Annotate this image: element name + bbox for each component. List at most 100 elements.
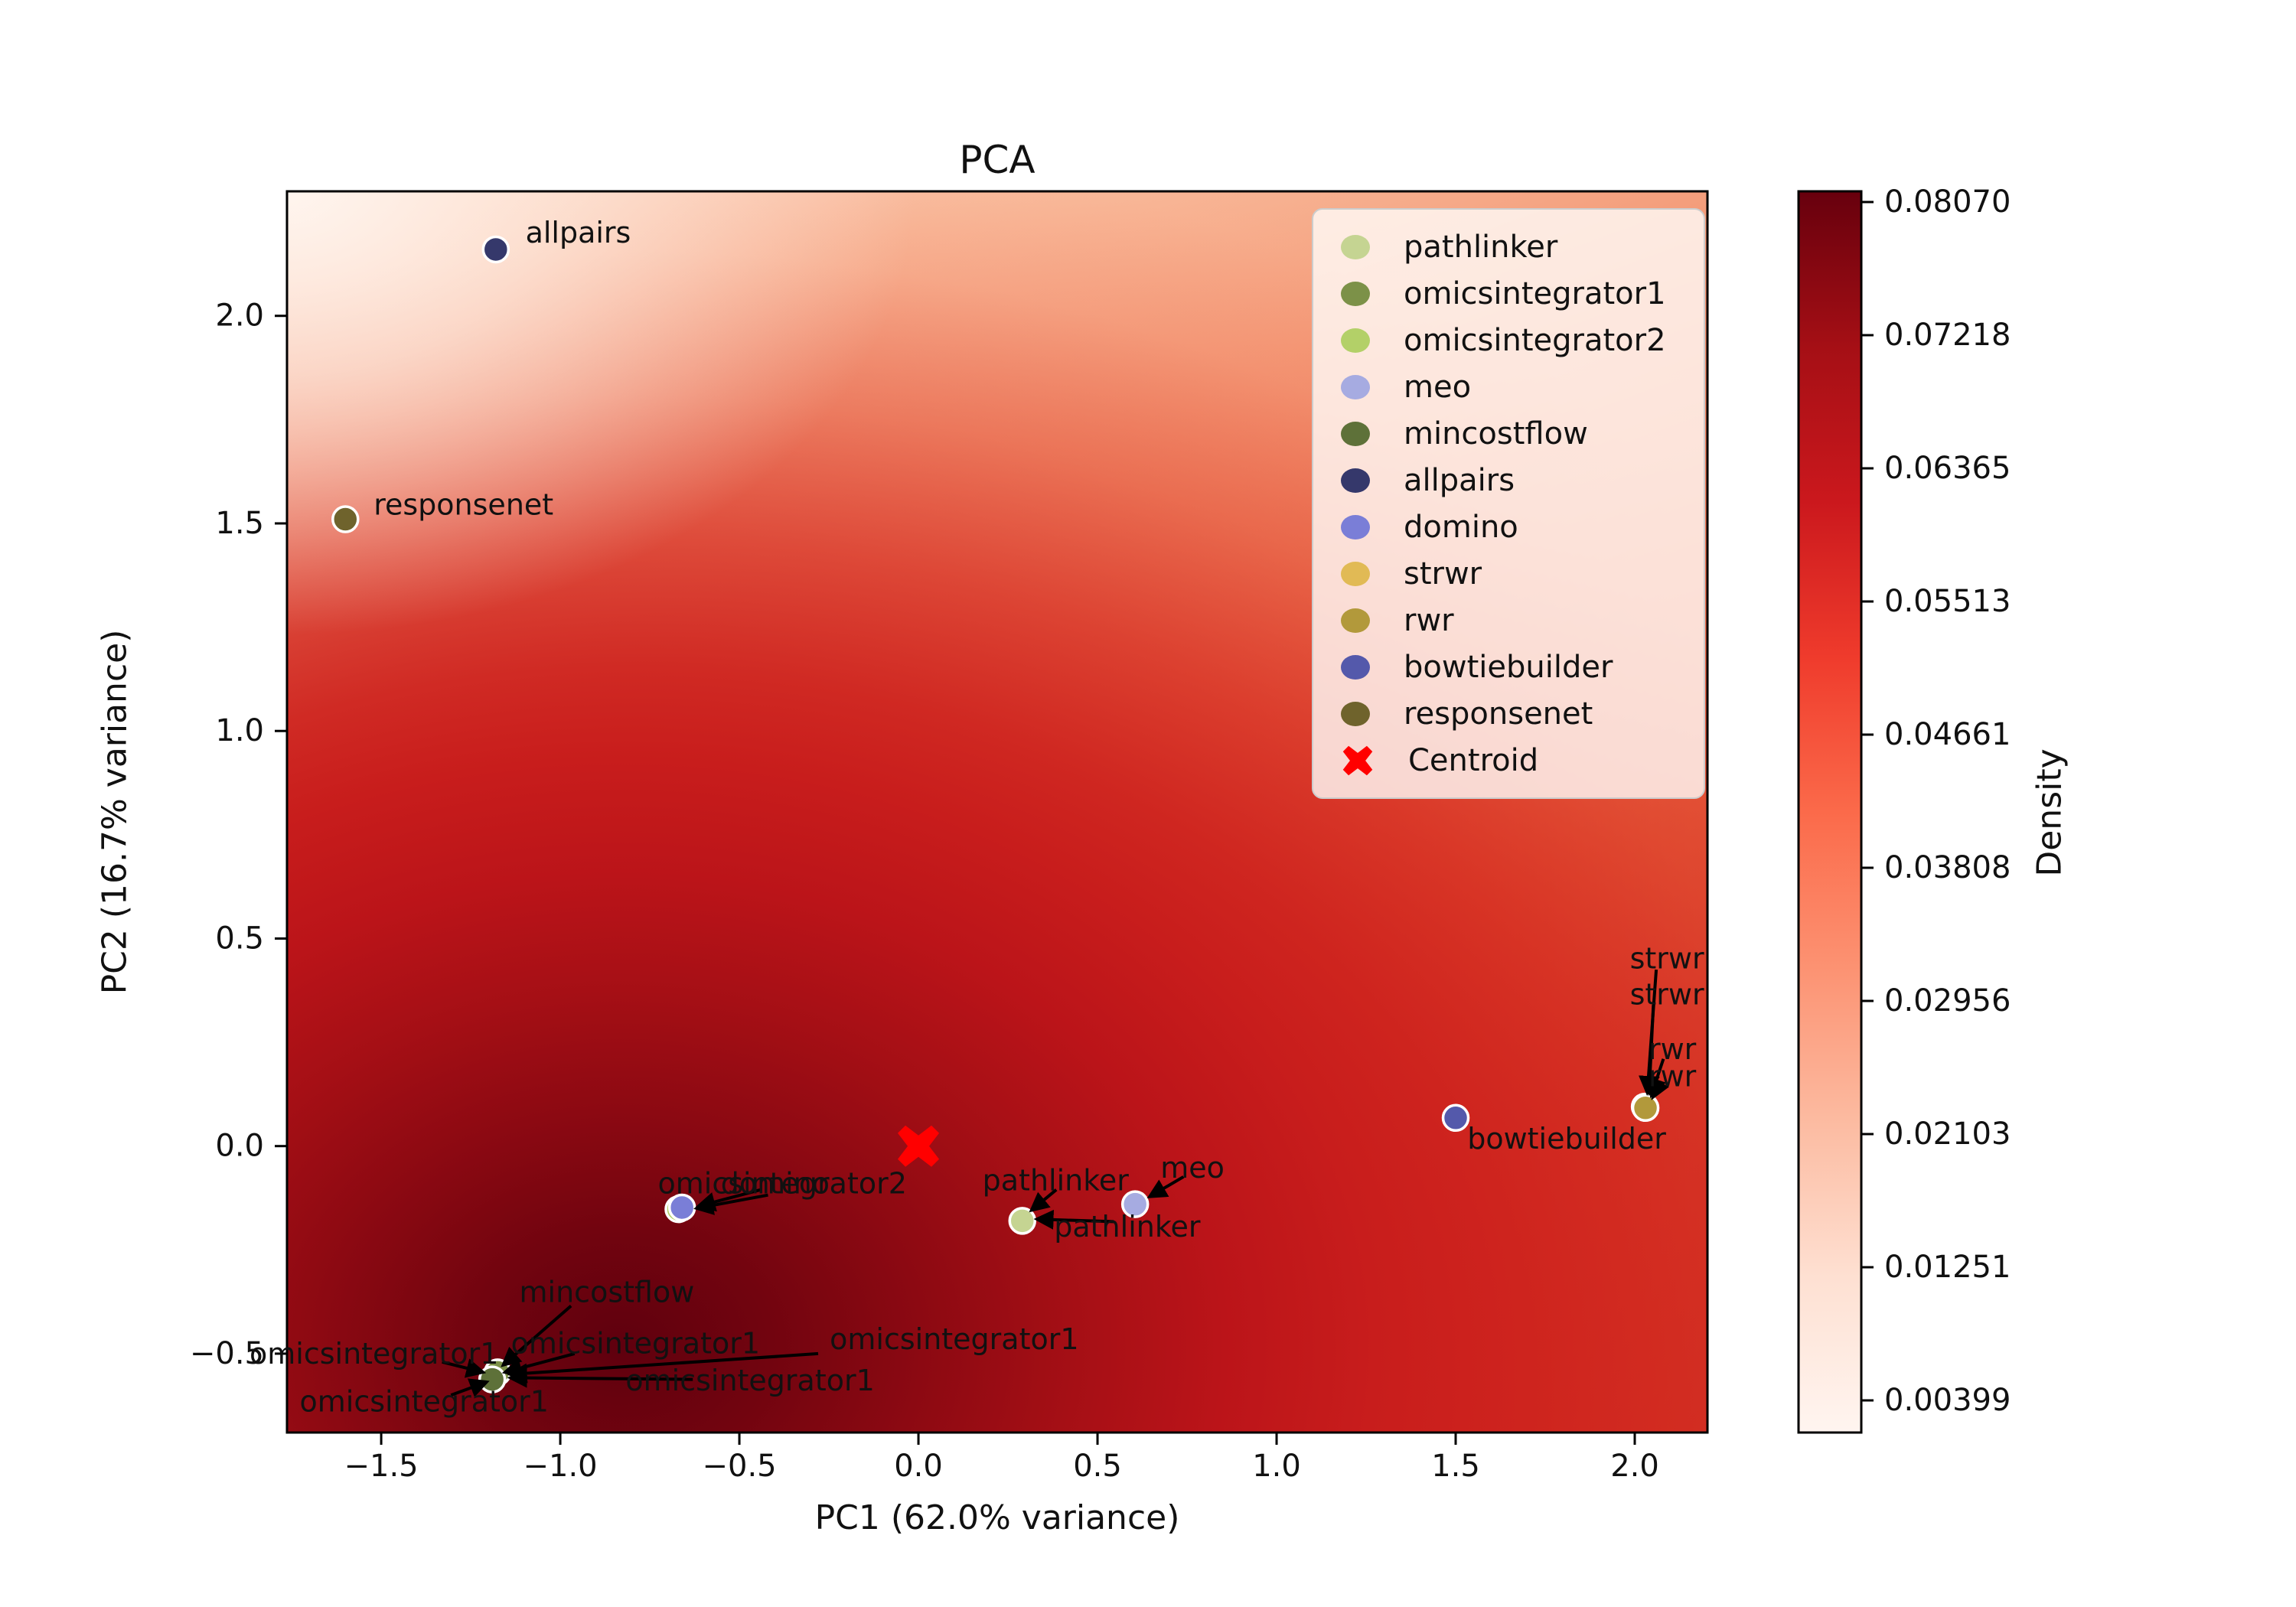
annotation-label: omicsintegrator1 bbox=[511, 1326, 760, 1360]
legend-marker-icon bbox=[1341, 328, 1370, 353]
x-tick-label: 2.0 bbox=[1610, 1449, 1659, 1484]
centroid-x-icon bbox=[1342, 745, 1373, 775]
x-tick-label: 1.5 bbox=[1431, 1449, 1480, 1484]
legend-item-bowtiebuilder: bowtiebuilder bbox=[1341, 646, 1704, 689]
annotation-arrow bbox=[1146, 1175, 1185, 1198]
legend-marker-icon bbox=[1341, 374, 1370, 399]
x-tick-label: −1.0 bbox=[523, 1449, 597, 1484]
legend-marker-icon bbox=[1341, 701, 1370, 726]
annotation-label: allpairs bbox=[526, 216, 631, 249]
annotation-label: rwr bbox=[1649, 1032, 1697, 1066]
legend-item-label: meo bbox=[1404, 369, 1472, 405]
legend-item-label: omicsintegrator2 bbox=[1404, 322, 1666, 358]
legend-marker-icon bbox=[1341, 608, 1370, 633]
colorbar-outline bbox=[1797, 190, 1863, 1434]
annotation-label: omicsintegrator1 bbox=[830, 1322, 1078, 1356]
legend-item-domino: domino bbox=[1341, 506, 1704, 549]
axes-layer: −1.5 −1.0 −0.5 0.0 0.5 1.0 1.5 2.0 −0.5 0.0 0.5 1.0… bbox=[190, 184, 2011, 1484]
annotation-arrow bbox=[450, 1378, 490, 1397]
legend-item-meo: meo bbox=[1341, 366, 1704, 409]
legend-item-label: bowtiebuilder bbox=[1404, 649, 1613, 685]
legend-item-label: strwr bbox=[1404, 556, 1482, 592]
colorbar-tick-label: 0.06365 bbox=[1884, 451, 2011, 486]
colorbar-tick-label: 0.03808 bbox=[1884, 850, 2011, 885]
plot-spines bbox=[285, 190, 1709, 1434]
annotation-arrow bbox=[1033, 1209, 1114, 1230]
legend-item-label: Centroid bbox=[1408, 742, 1539, 778]
point-meo bbox=[1120, 1190, 1150, 1218]
colorbar-tick-label: 0.08070 bbox=[1884, 184, 2011, 220]
annotation-label: omicsintegrator2 bbox=[658, 1167, 907, 1201]
annotation-arrow bbox=[1651, 1077, 1669, 1100]
legend: pathlinker omicsintegrator1 omicsintegrato… bbox=[1312, 208, 1705, 799]
legend-item-label: mincostflow bbox=[1404, 416, 1588, 451]
legend-marker-icon bbox=[1341, 281, 1370, 306]
legend-item-allpairs: allpairs bbox=[1341, 459, 1704, 502]
point-pathlinker bbox=[1008, 1207, 1037, 1235]
x-tick-label: −0.5 bbox=[702, 1449, 776, 1484]
annotation-arrow bbox=[501, 1305, 572, 1367]
point-responsenet bbox=[331, 505, 360, 533]
scatter-points-layer bbox=[331, 235, 1660, 1393]
annotation-label: mincostflow bbox=[520, 1276, 695, 1309]
colorbar-tick-label: 0.04661 bbox=[1884, 717, 2011, 752]
legend-item-responsenet: responsenet bbox=[1341, 693, 1704, 735]
annotation-arrow bbox=[1029, 1188, 1058, 1213]
x-tick-label: −1.5 bbox=[344, 1449, 419, 1484]
legend-marker-icon bbox=[1341, 514, 1370, 539]
colorbar-tick-label: 0.01251 bbox=[1884, 1250, 2011, 1285]
y-tick-label: 0.5 bbox=[215, 921, 264, 956]
centroid-marker bbox=[898, 1125, 940, 1167]
annotation-arrow bbox=[507, 1351, 819, 1384]
legend-marker-icon bbox=[1341, 561, 1370, 586]
colorbar-tick-label: 0.02956 bbox=[1884, 983, 2011, 1019]
legend-item-label: rwr bbox=[1404, 602, 1454, 638]
annotation-label: rwr bbox=[1649, 1060, 1697, 1094]
annotation-label: pathlinker bbox=[1054, 1210, 1201, 1244]
legend-item-omicsintegrator2: omicsintegrator2 bbox=[1341, 319, 1704, 362]
legend-item-rwr: rwr bbox=[1341, 599, 1704, 642]
legend-item-mincostflow: mincostflow bbox=[1341, 412, 1704, 455]
legend-marker-icon bbox=[1341, 234, 1370, 259]
y-tick-label: 0.0 bbox=[215, 1129, 264, 1164]
annotation-arrow bbox=[442, 1358, 487, 1378]
colorbar-tick-label: 0.02103 bbox=[1884, 1116, 2011, 1152]
annotation-label: omicsintegrator1 bbox=[300, 1384, 549, 1418]
annotation-label: omicsintegrator1 bbox=[625, 1364, 874, 1397]
plot-title: PCA bbox=[959, 138, 1035, 182]
legend-item-label: allpairs bbox=[1404, 462, 1515, 498]
x-tick-label: 0.5 bbox=[1073, 1449, 1122, 1484]
colorbar-tick-label: 0.00399 bbox=[1884, 1383, 2011, 1418]
y-tick-label: 1.5 bbox=[215, 506, 264, 541]
legend-item-strwr: strwr bbox=[1341, 553, 1704, 595]
legend-item-label: responsenet bbox=[1404, 696, 1593, 732]
colorbar-tick-label: 0.07218 bbox=[1884, 318, 2011, 353]
annotation-label: bowtiebuilder bbox=[1467, 1122, 1666, 1156]
point-allpairs bbox=[481, 235, 510, 264]
annotation-label: responsenet bbox=[373, 488, 553, 522]
point-rwr bbox=[1631, 1094, 1660, 1123]
annotation-label: omicsintegrator1 bbox=[249, 1337, 498, 1371]
legend-item-label: omicsintegrator1 bbox=[1404, 275, 1666, 311]
x-tick-label: 1.0 bbox=[1252, 1449, 1301, 1484]
annotation-label: strwr bbox=[1630, 978, 1704, 1012]
legend-item-centroid: Centroid bbox=[1341, 739, 1704, 782]
legend-item-label: pathlinker bbox=[1404, 229, 1558, 265]
annotation-label: meo bbox=[1160, 1151, 1225, 1185]
point-bowtiebuilder bbox=[1441, 1103, 1470, 1133]
legend-marker-icon bbox=[1341, 468, 1370, 493]
legend-marker-icon bbox=[1341, 654, 1370, 680]
colorbar-tick-label: 0.05513 bbox=[1884, 584, 2011, 619]
annotation-label: strwr bbox=[1630, 941, 1704, 975]
x-tick-label: 0.0 bbox=[894, 1449, 943, 1484]
legend-item-omicsintegrator1: omicsintegrator1 bbox=[1341, 272, 1704, 315]
colorbar-gradient bbox=[1799, 191, 1861, 1433]
annotation-label: domino bbox=[721, 1167, 830, 1201]
annotations-layer: allpairs responsenet bowtiebuilder omicsint… bbox=[249, 216, 1704, 1418]
y-tick-label: 1.0 bbox=[215, 713, 264, 748]
legend-marker-icon bbox=[1341, 421, 1370, 446]
legend-item-pathlinker: pathlinker bbox=[1341, 226, 1704, 269]
legend-item-label: domino bbox=[1404, 509, 1518, 545]
